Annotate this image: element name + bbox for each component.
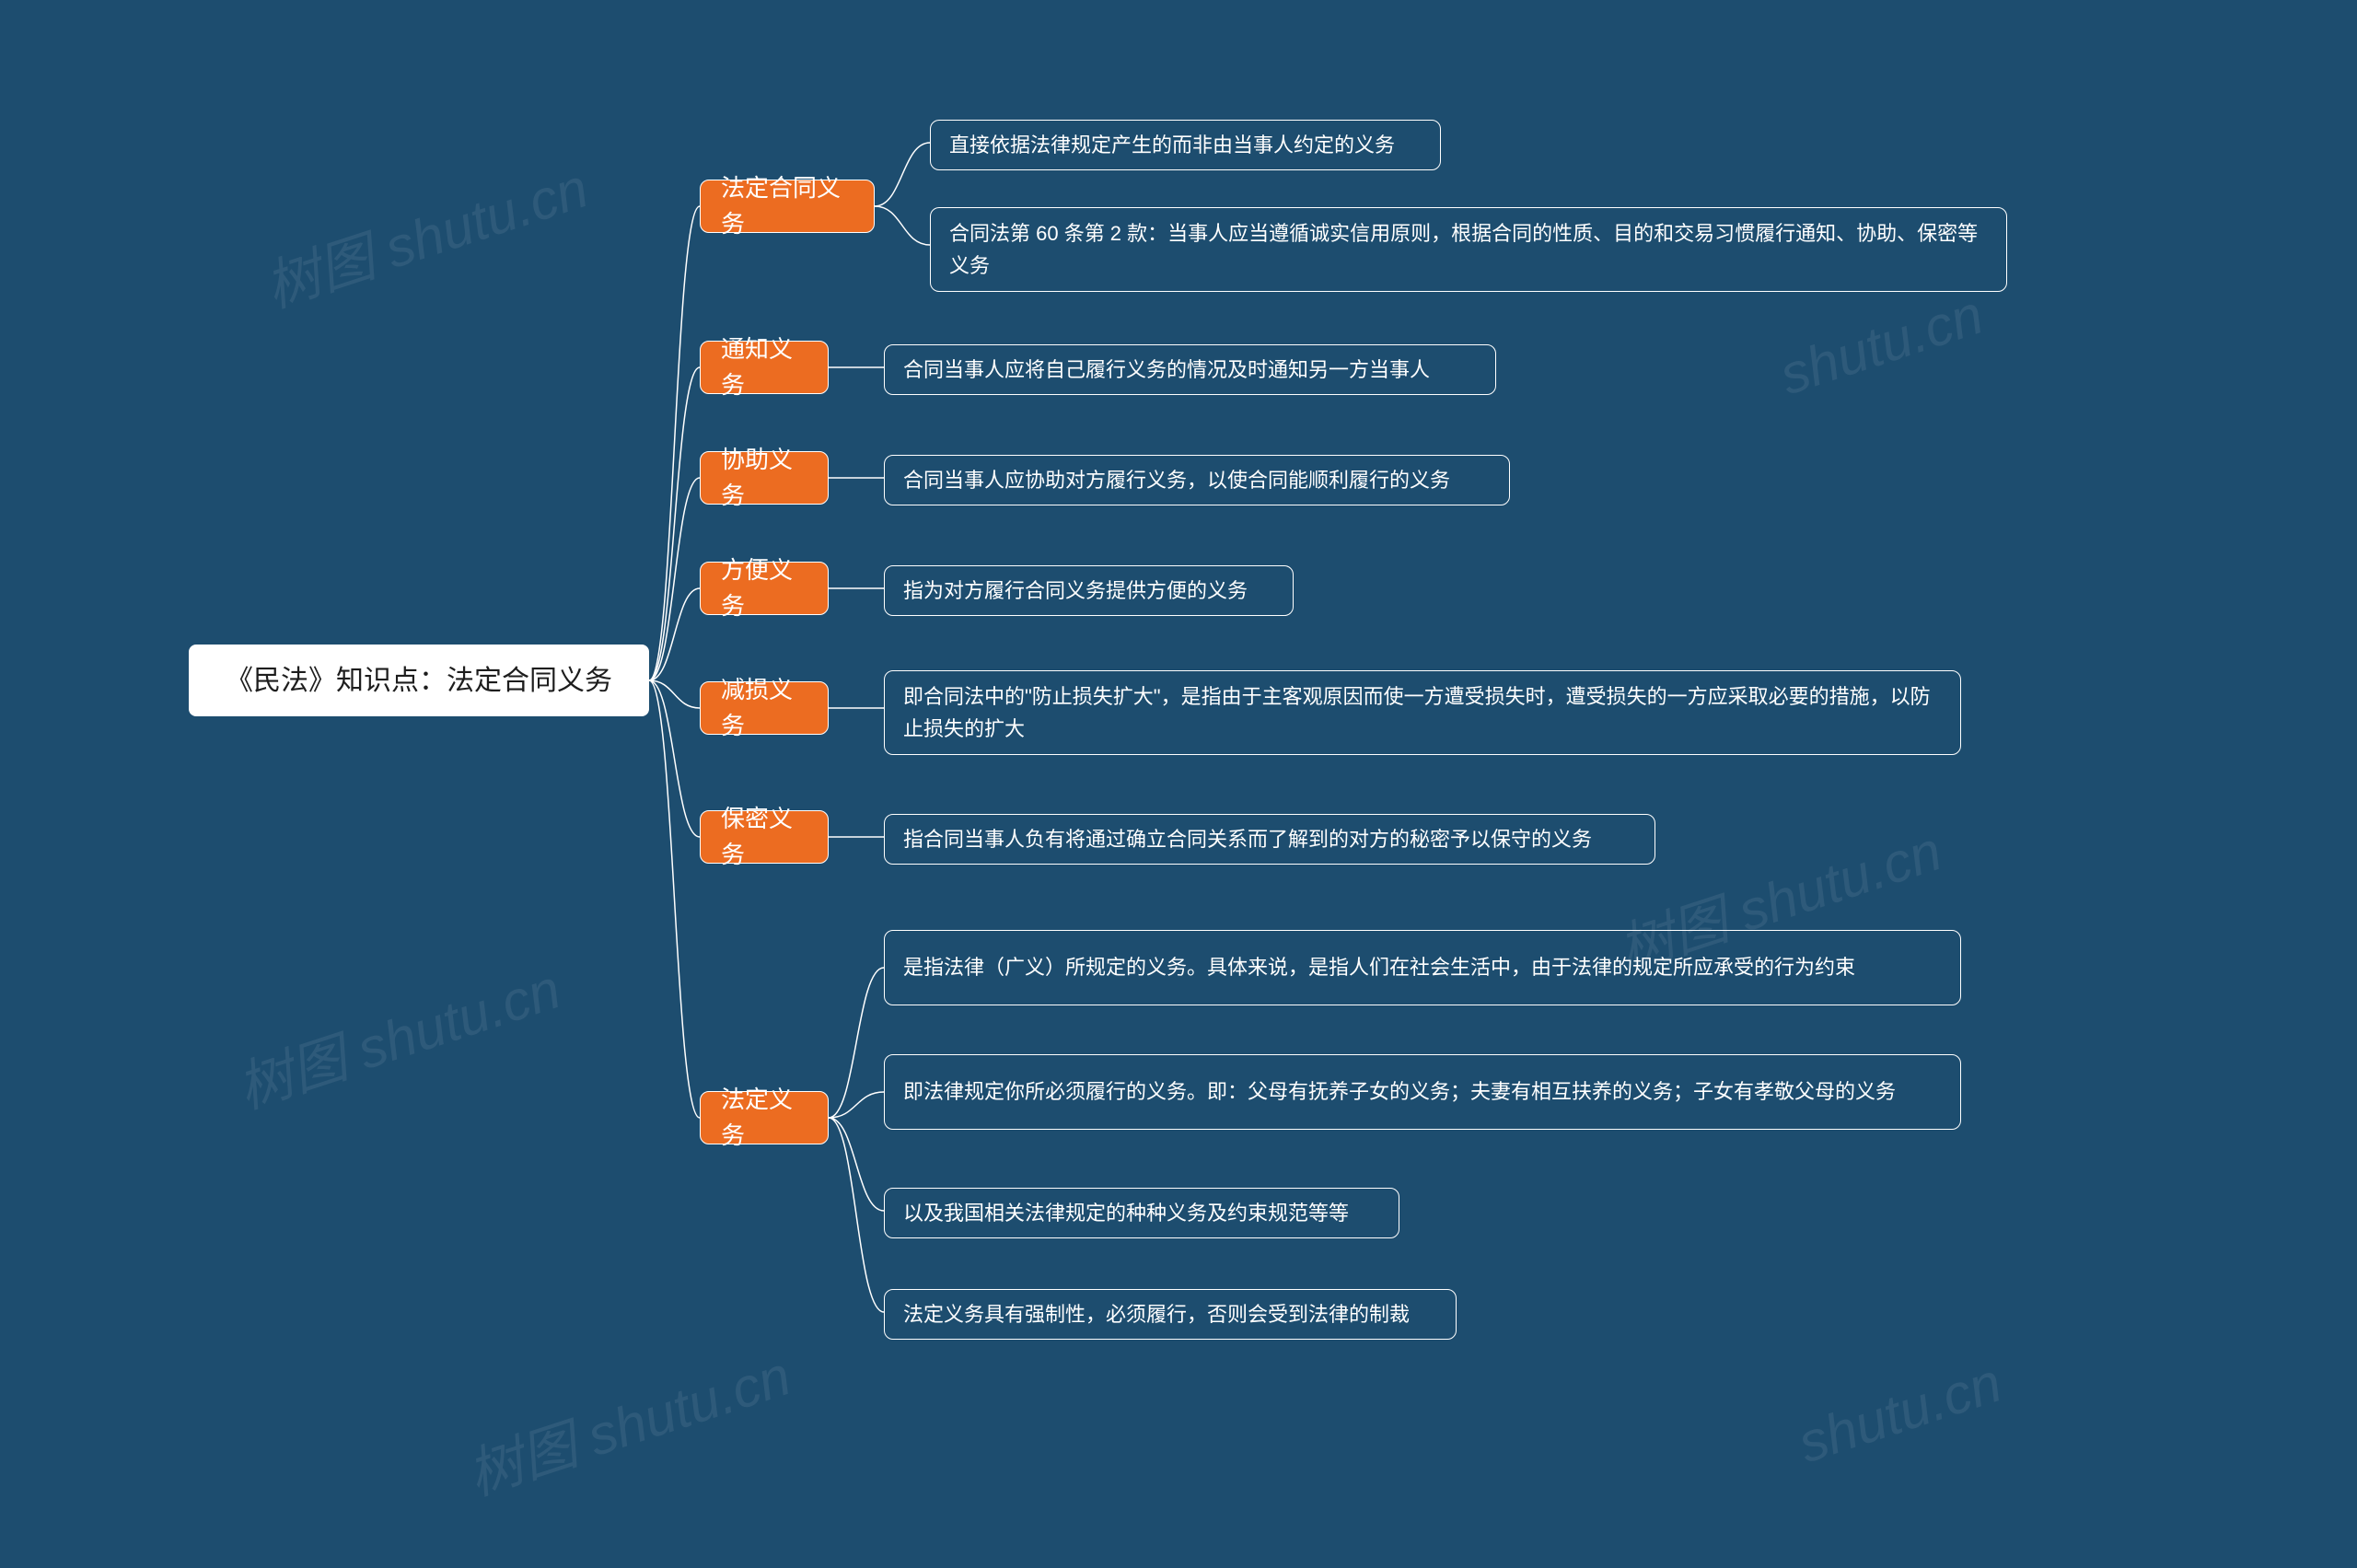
leaf-node[interactable]: 法定义务具有强制性，必须履行，否则会受到法律的制裁 bbox=[884, 1289, 1457, 1340]
branch-node[interactable]: 通知义务 bbox=[700, 341, 829, 394]
watermark: 树图 shutu.cn bbox=[253, 144, 597, 323]
leaf-node[interactable]: 即法律规定你所必须履行的义务。即：父母有抚养子女的义务；夫妻有相互扶养的义务；子… bbox=[884, 1054, 1961, 1130]
leaf-node[interactable]: 合同当事人应将自己履行义务的情况及时通知另一方当事人 bbox=[884, 344, 1496, 395]
leaf-node[interactable]: 以及我国相关法律规定的种种义务及约束规范等等 bbox=[884, 1188, 1399, 1238]
watermark: 树图 shutu.cn bbox=[456, 1331, 799, 1511]
watermark: shutu.cn bbox=[1772, 283, 1991, 408]
root-node[interactable]: 《民法》知识点：法定合同义务 bbox=[189, 645, 649, 716]
watermark: shutu.cn bbox=[1791, 1351, 2009, 1476]
branch-node[interactable]: 协助义务 bbox=[700, 451, 829, 505]
branch-node[interactable]: 法定义务 bbox=[700, 1091, 829, 1144]
leaf-node[interactable]: 指合同当事人负有将通过确立合同关系而了解到的对方的秘密予以保守的义务 bbox=[884, 814, 1655, 865]
branch-node[interactable]: 保密义务 bbox=[700, 810, 829, 864]
leaf-node[interactable]: 直接依据法律规定产生的而非由当事人约定的义务 bbox=[930, 120, 1441, 170]
branch-node[interactable]: 法定合同义务 bbox=[700, 180, 875, 233]
leaf-node[interactable]: 合同当事人应协助对方履行义务，以使合同能顺利履行的义务 bbox=[884, 455, 1510, 505]
branch-node[interactable]: 减损义务 bbox=[700, 681, 829, 735]
branch-node[interactable]: 方便义务 bbox=[700, 562, 829, 615]
leaf-node[interactable]: 指为对方履行合同义务提供方便的义务 bbox=[884, 565, 1294, 616]
watermark: 树图 shutu.cn bbox=[226, 945, 569, 1124]
leaf-node[interactable]: 即合同法中的"防止损失扩大"，是指由于主客观原因而使一方遭受损失时，遭受损失的一… bbox=[884, 670, 1961, 755]
mindmap-canvas: 《民法》知识点：法定合同义务 法定合同义务 直接依据法律规定产生的而非由当事人约定… bbox=[0, 0, 2357, 1568]
leaf-node[interactable]: 是指法律（广义）所规定的义务。具体来说，是指人们在社会生活中，由于法律的规定所应… bbox=[884, 930, 1961, 1005]
leaf-node[interactable]: 合同法第 60 条第 2 款：当事人应当遵循诚实信用原则，根据合同的性质、目的和… bbox=[930, 207, 2007, 292]
